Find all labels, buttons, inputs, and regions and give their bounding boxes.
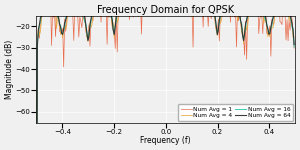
Num Avg = 16: [292, 46, 296, 48]
Num Avg = 1: [130, 0, 133, 2]
Line: Num Avg = 1: Num Avg = 1: [36, 0, 294, 150]
Num Avg = 4: [133, 5, 136, 7]
Num Avg = 4: [116, 22, 119, 24]
Num Avg = 64: [292, 44, 296, 45]
Line: Num Avg = 64: Num Avg = 64: [36, 0, 294, 150]
Y-axis label: Magnitude (dB): Magnitude (dB): [5, 39, 14, 99]
Num Avg = 16: [245, 18, 248, 20]
Num Avg = 64: [245, 20, 248, 21]
Line: Num Avg = 4: Num Avg = 4: [36, 0, 294, 150]
Num Avg = 1: [116, 51, 119, 53]
Num Avg = 1: [245, 58, 248, 60]
Line: Num Avg = 16: Num Avg = 16: [36, 0, 294, 150]
Title: Frequency Domain for QPSK: Frequency Domain for QPSK: [97, 5, 234, 15]
Legend: Num Avg = 1, Num Avg = 4, Num Avg = 16, Num Avg = 64: Num Avg = 1, Num Avg = 4, Num Avg = 16, …: [178, 104, 293, 121]
Num Avg = 4: [245, 29, 248, 31]
Num Avg = 4: [292, 36, 296, 38]
Num Avg = 1: [292, 47, 296, 49]
Num Avg = 64: [116, 12, 119, 14]
Num Avg = 16: [116, 11, 119, 12]
X-axis label: Frequency (f): Frequency (f): [140, 136, 191, 145]
